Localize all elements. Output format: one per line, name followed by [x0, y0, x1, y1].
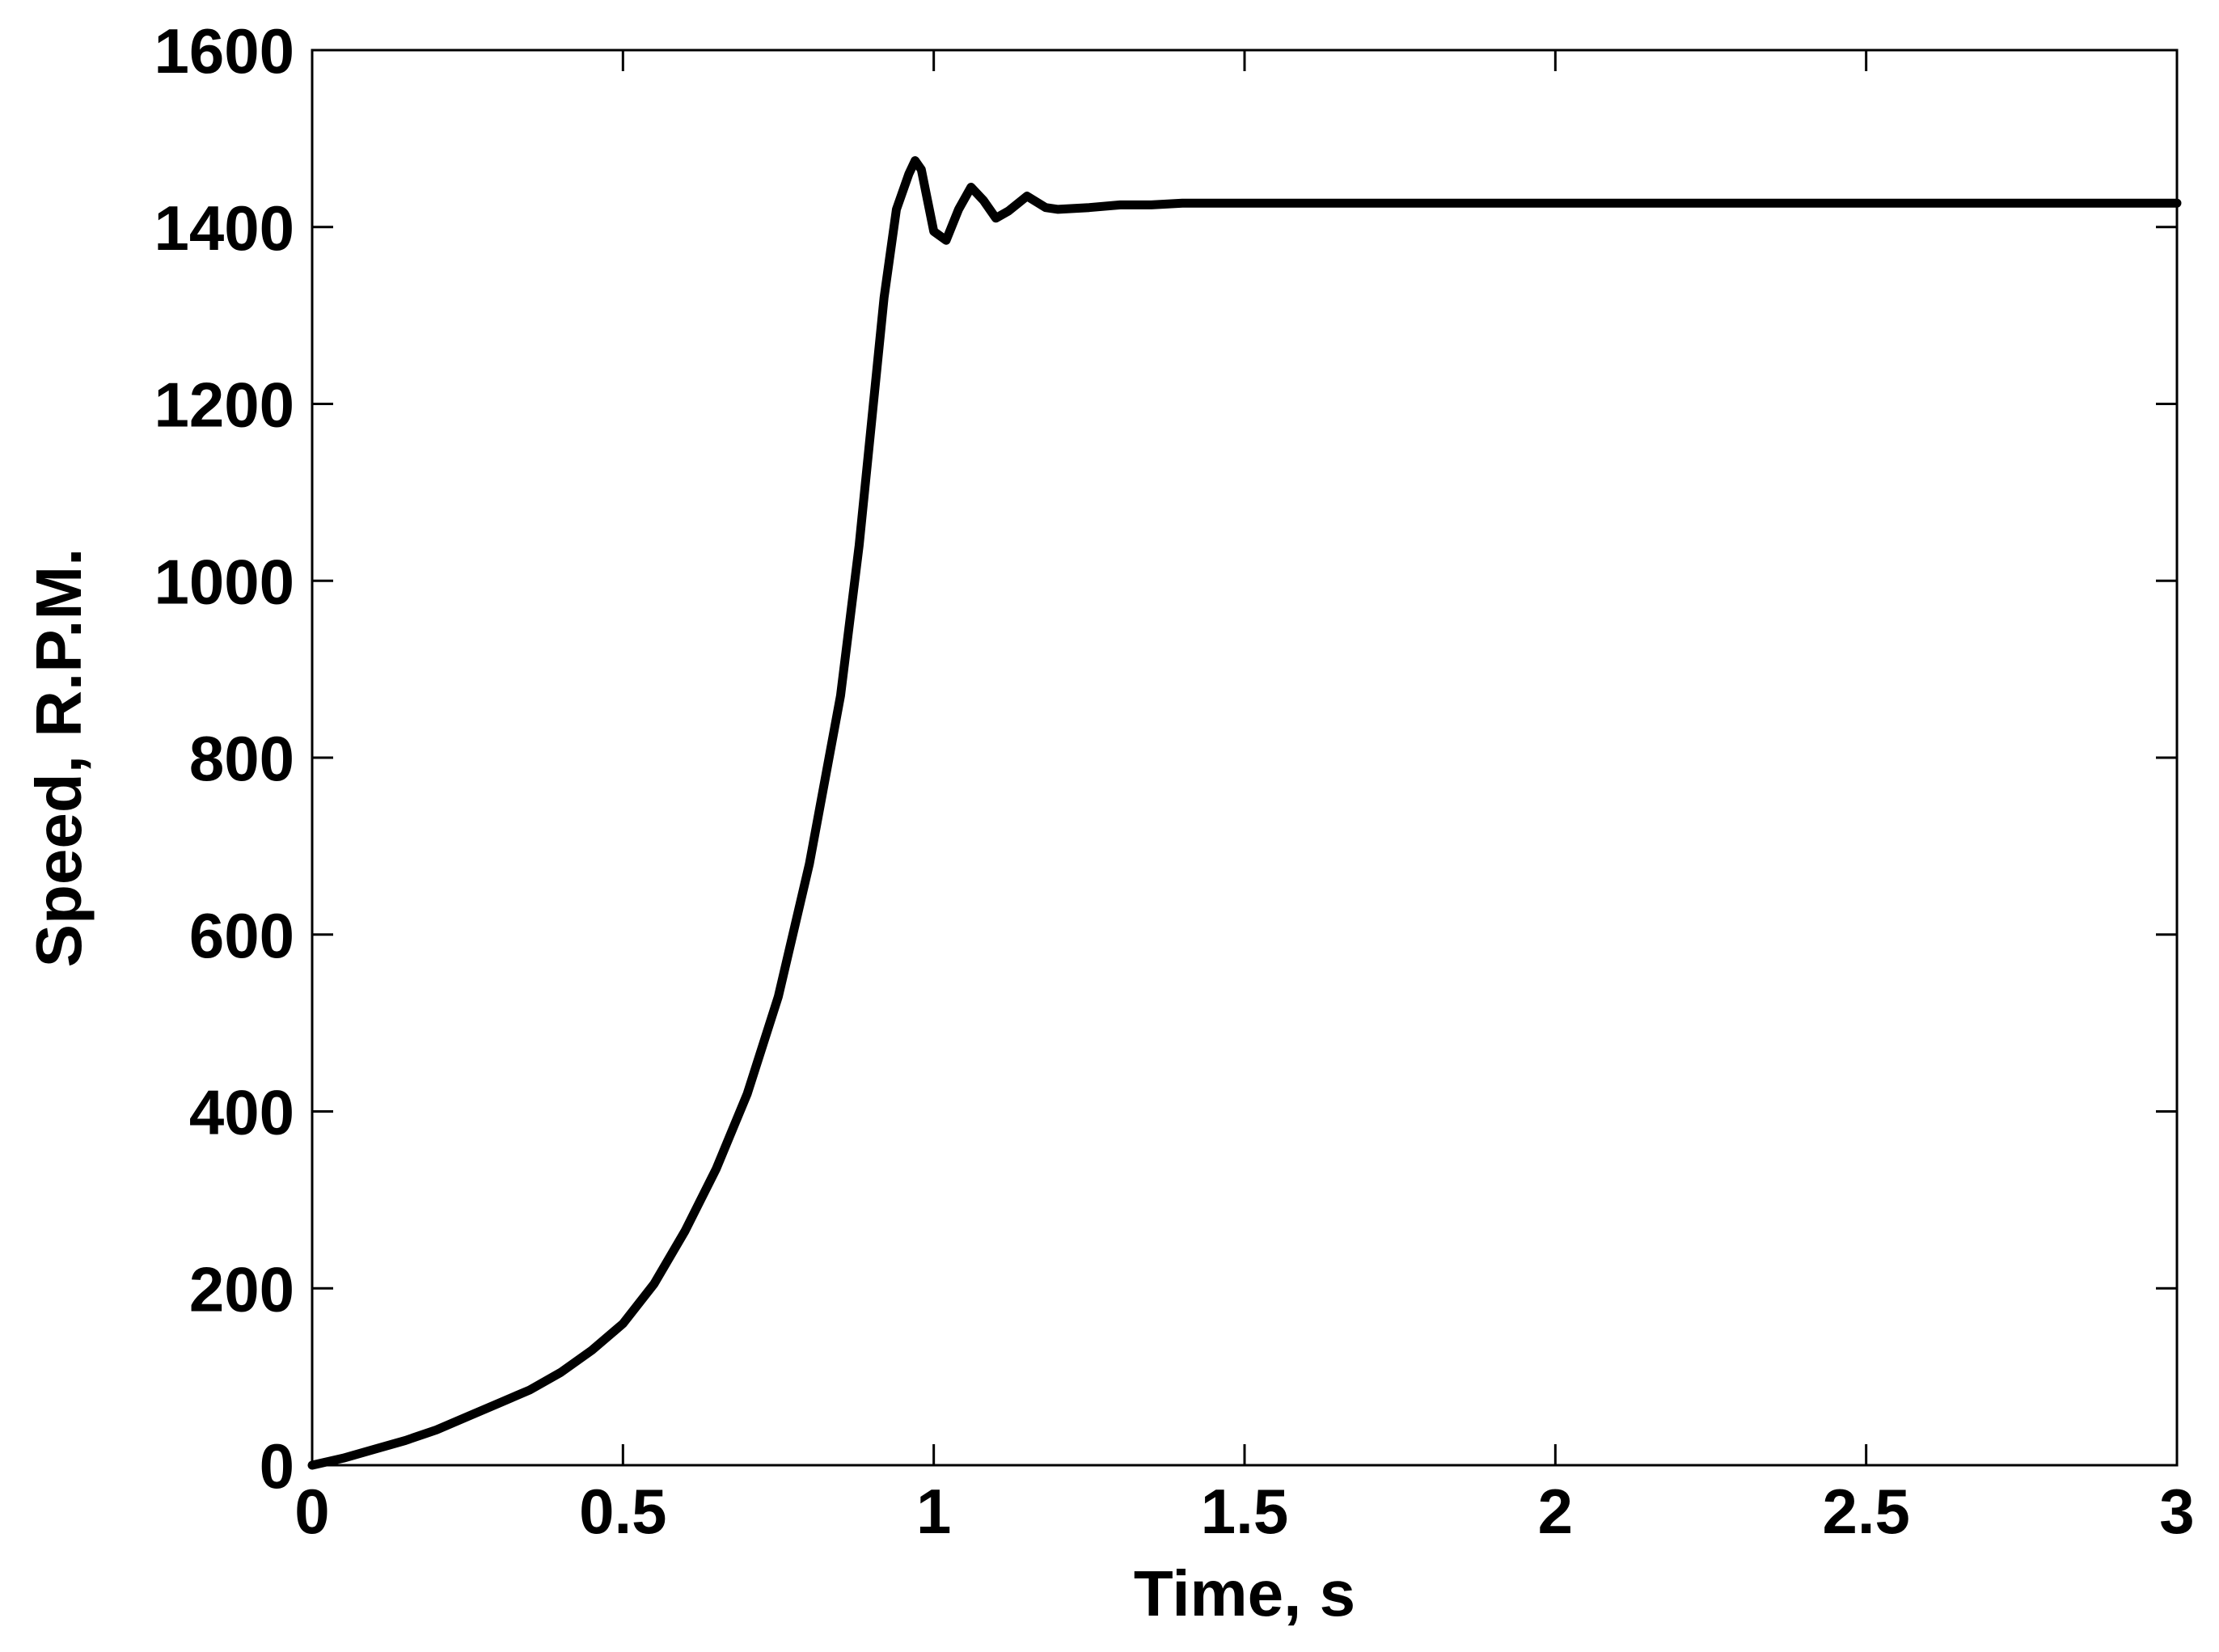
- y-tick-label: 1600: [154, 15, 294, 87]
- x-axis-ticks: 0 0.5 1 1.5 2 2.5 3: [294, 50, 2195, 1547]
- y-tick-label: 400: [189, 1077, 294, 1148]
- x-tick-label: 0: [294, 1476, 329, 1547]
- x-tick-label: 2: [1538, 1476, 1573, 1547]
- x-tick-label: 1.5: [1201, 1476, 1288, 1547]
- x-tick-label: 1: [916, 1476, 951, 1547]
- x-tick-label: 2.5: [1822, 1476, 1909, 1547]
- y-tick-label: 1200: [154, 370, 294, 441]
- x-tick-label: 0.5: [579, 1476, 666, 1547]
- y-tick-label: 600: [189, 900, 294, 971]
- plot-frame: [311, 49, 2179, 1467]
- y-axis-ticks: 0 200 400 600 800 1000 1200 1400 1600: [154, 15, 2177, 1502]
- speed-series-line: [307, 156, 2182, 1470]
- y-tick-label: 1400: [154, 192, 294, 264]
- series-group: [307, 156, 2182, 1470]
- y-tick-label: 200: [189, 1253, 294, 1325]
- y-tick-label: 800: [189, 723, 294, 794]
- x-tick-label: 3: [2159, 1476, 2194, 1547]
- y-tick-label: 1000: [154, 546, 294, 617]
- x-axis-label: Time, s: [1134, 1557, 1355, 1629]
- y-axis-label: Speed, R.P.M.: [23, 548, 95, 968]
- y-tick-label: 0: [260, 1430, 294, 1502]
